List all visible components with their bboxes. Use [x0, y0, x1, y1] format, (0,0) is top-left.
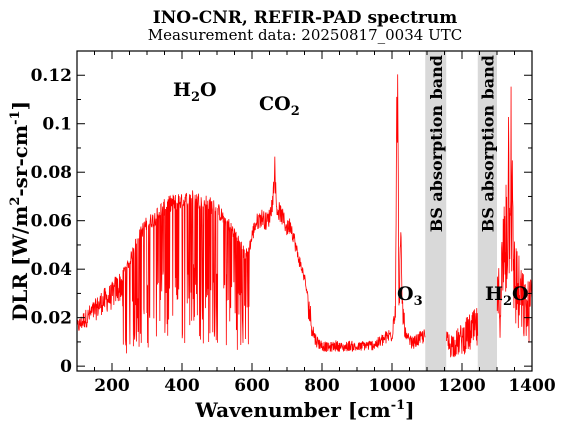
- y-axis-label-sup2: -1: [8, 110, 23, 124]
- annotation-h2o-left-tail: O: [200, 79, 217, 101]
- x-tick-label-1400: 1400: [508, 376, 555, 396]
- annotation-co2-main: CO: [259, 93, 291, 115]
- x-tick-label-1000: 1000: [368, 376, 415, 396]
- y-tick-label-3: 0.06: [31, 212, 72, 232]
- y-tick-label-0: 0: [60, 357, 72, 377]
- y-axis-label: DLR [W/m2-sr-cm-1]: [8, 101, 32, 321]
- x-tick-label-600: 600: [234, 376, 270, 396]
- annotation-o3-sub: 3: [414, 294, 423, 309]
- x-axis-label: Wavenumber [cm-1]: [194, 398, 414, 422]
- y-axis-label-sup1: 2: [8, 197, 23, 206]
- y-tick-label-5: 0.1: [42, 115, 72, 135]
- y-axis-label-mid: -sr-cm: [8, 125, 32, 197]
- axis-ticks: 200 400 600 800 1000 1200 1400 0 0.02 0.04 0.06 0.0…: [31, 51, 556, 396]
- x-axis-label-close: ]: [405, 398, 414, 422]
- annotation-o3-main: O: [397, 283, 414, 305]
- y-axis-label-main: DLR [W/m: [8, 206, 32, 321]
- annotation-h2o-right-main: H: [485, 283, 503, 305]
- spectrum-line: [76, 74, 533, 358]
- plot-frame: [76, 50, 533, 372]
- absorption-bands: BS absorption band BS absorption band: [425, 51, 497, 371]
- y-tick-label-1: 0.02: [31, 309, 72, 329]
- annotation-h2o-right-tail: O: [512, 283, 529, 305]
- absorption-band-label-2: BS absorption band: [478, 55, 497, 232]
- x-tick-label-200: 200: [94, 376, 130, 396]
- absorption-band-2: [477, 51, 497, 371]
- absorption-band-1: [425, 51, 447, 371]
- annotation-h2o-left: H2O: [173, 79, 217, 105]
- absorption-band-label-1: BS absorption band: [427, 55, 446, 232]
- y-axis-label-close: ]: [8, 101, 32, 110]
- annotation-h2o-right: H2O: [485, 283, 529, 309]
- x-tick-label-400: 400: [164, 376, 200, 396]
- x-tick-label-1200: 1200: [438, 376, 485, 396]
- annotation-h2o-left-sub: 2: [191, 90, 200, 105]
- annotation-o3: O3: [397, 283, 423, 309]
- chart-title: INO-CNR, REFIR-PAD spectrum: [153, 8, 457, 28]
- y-tick-label-6: 0.12: [31, 66, 72, 86]
- chart-subtitle: Measurement data: 20250817_0034 UTC: [148, 26, 462, 44]
- annotation-h2o-right-sub: 2: [503, 294, 512, 309]
- y-tick-label-4: 0.08: [31, 163, 72, 183]
- y-tick-label-2: 0.04: [31, 260, 73, 280]
- annotation-h2o-left-main: H: [173, 79, 191, 101]
- annotation-co2: CO2: [259, 93, 300, 119]
- x-axis-label-main: Wavenumber [cm: [194, 398, 390, 422]
- x-tick-label-800: 800: [304, 376, 340, 396]
- series-layer: [76, 74, 533, 358]
- annotation-co2-sub: 2: [291, 104, 300, 119]
- x-axis-label-sup: -1: [391, 398, 405, 413]
